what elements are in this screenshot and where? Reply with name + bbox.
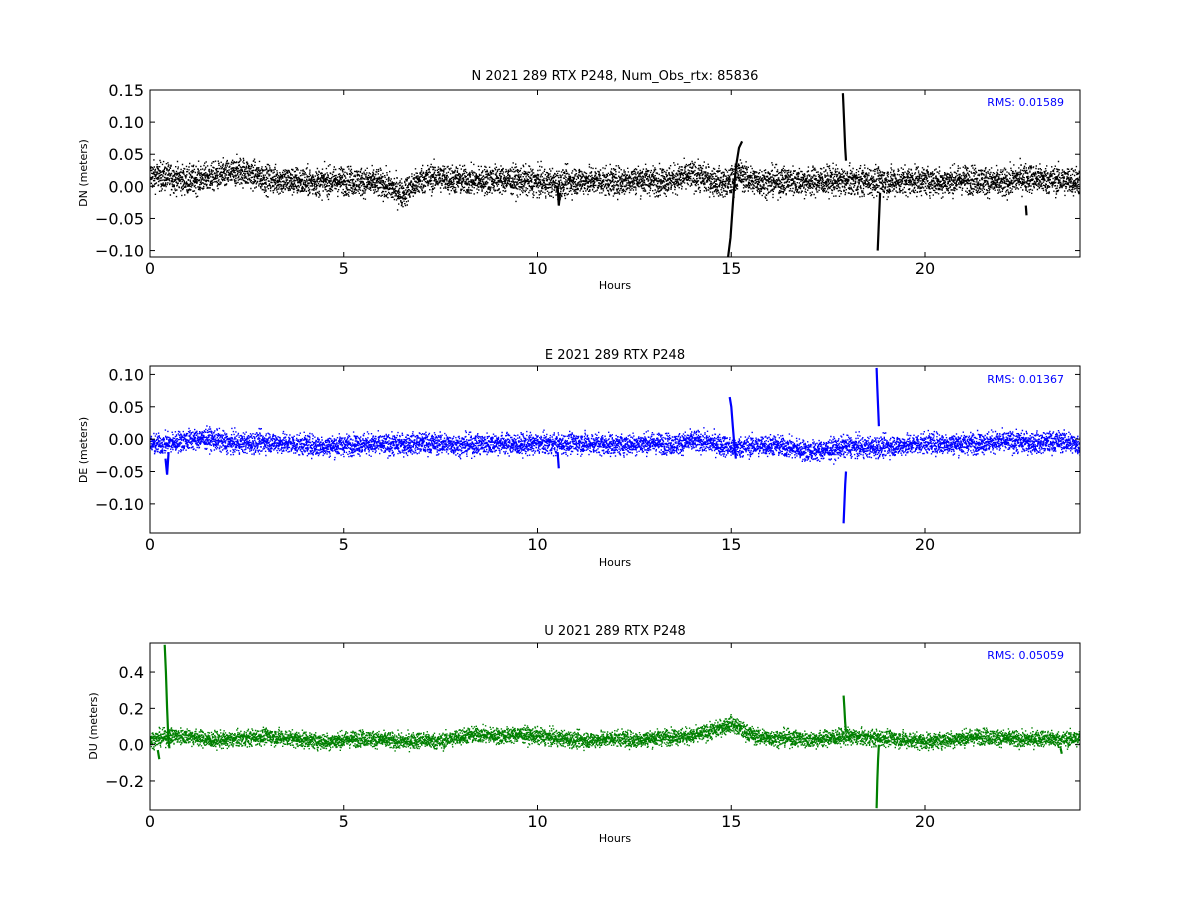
north-x-tick-label: 20 xyxy=(915,259,935,278)
north-y-tick-label: 0.00 xyxy=(108,177,144,196)
east-title: E 2021 289 RTX P248 xyxy=(545,348,685,363)
up-x-tick-label: 0 xyxy=(145,812,155,831)
east-y-tick-label: −0.10 xyxy=(95,495,144,514)
east-x-tick-label: 5 xyxy=(339,535,349,554)
up-y-tick-label: −0.2 xyxy=(105,772,144,791)
up-title: U 2021 289 RTX P248 xyxy=(544,624,686,639)
east-panel: E 2021 289 RTX P248 0 5 10 15 20 −0.10 −0.05 0.… xyxy=(77,348,1081,569)
east-x-tick-label: 10 xyxy=(527,535,547,554)
east-x-tick-label: 15 xyxy=(721,535,741,554)
north-panel: N 2021 289 RTX P248, Num_Obs_rtx: 85836 … xyxy=(77,69,1081,292)
north-x-tick-label: 15 xyxy=(721,259,741,278)
north-residual-points xyxy=(150,153,1080,211)
east-y-axis-title: DE (meters) xyxy=(77,417,90,483)
east-rms-annotation: RMS: 0.01367 xyxy=(987,373,1064,386)
up-x-tick-label: 10 xyxy=(527,812,547,831)
north-ticks: 0 5 10 15 20 −0.10 −0.05 0.00 0.05 0.10 0.15 xyxy=(95,81,1080,278)
north-spike-1 xyxy=(727,140,744,257)
east-axes-frame xyxy=(149,365,1081,534)
up-ticks: 0 5 10 15 20 −0.2 0.0 0.2 0.4 xyxy=(105,643,1080,831)
east-y-tick-label: 0.05 xyxy=(108,398,144,417)
up-residual-points xyxy=(150,714,1080,753)
north-title: N 2021 289 RTX P248, Num_Obs_rtx: 85836 xyxy=(472,69,759,84)
up-y-tick-label: 0.0 xyxy=(119,736,144,755)
east-y-tick-label: −0.05 xyxy=(95,463,144,482)
north-spike-3 xyxy=(876,192,882,251)
north-rms-annotation: RMS: 0.01589 xyxy=(987,96,1064,109)
north-y-tick-label: −0.10 xyxy=(95,242,144,261)
north-axes-frame xyxy=(149,89,1081,258)
east-x-tick-label: 20 xyxy=(915,535,935,554)
east-spike-4 xyxy=(164,452,170,475)
east-plot-area xyxy=(150,367,1080,524)
up-panel: U 2021 289 RTX P248 0 5 10 15 20 −0.2 0.0 0.2 0.… xyxy=(87,624,1081,845)
north-y-tick-label: −0.05 xyxy=(95,209,144,228)
east-spike-5 xyxy=(556,452,560,469)
north-spike-2 xyxy=(841,93,848,161)
up-y-tick-label: 0.2 xyxy=(119,699,144,718)
up-plot-area xyxy=(150,644,1080,809)
north-x-tick-label: 5 xyxy=(339,259,349,278)
east-x-tick-label: 0 xyxy=(145,535,155,554)
up-spike-1 xyxy=(163,644,171,749)
north-spike-4 xyxy=(556,186,562,206)
up-spike-5 xyxy=(1059,748,1063,754)
north-y-tick-label: 0.15 xyxy=(108,81,144,100)
up-spike-4 xyxy=(156,749,161,760)
up-x-tick-label: 20 xyxy=(915,812,935,831)
north-x-tick-label: 10 xyxy=(527,259,547,278)
up-y-axis-title: DU (meters) xyxy=(87,692,100,759)
up-spike-3 xyxy=(875,744,880,809)
up-axes-frame xyxy=(149,642,1081,811)
east-spike-1 xyxy=(728,396,737,459)
north-x-axis-title: Hours xyxy=(599,279,631,292)
up-x-tick-label: 5 xyxy=(339,812,349,831)
up-y-tick-label: 0.4 xyxy=(119,663,144,682)
north-y-tick-label: 0.05 xyxy=(108,145,144,164)
east-y-tick-label: 0.10 xyxy=(108,365,144,384)
north-spike-5 xyxy=(1024,205,1028,216)
north-y-tick-label: 0.10 xyxy=(108,113,144,132)
east-ticks: 0 5 10 15 20 −0.10 −0.05 0.00 0.05 0.10 xyxy=(95,365,1080,554)
up-spike-2 xyxy=(842,695,848,732)
east-spike-3 xyxy=(875,367,880,427)
north-x-tick-label: 0 xyxy=(145,259,155,278)
up-x-axis-title: Hours xyxy=(599,832,631,845)
north-plot-area xyxy=(150,93,1080,257)
up-rms-annotation: RMS: 0.05059 xyxy=(987,649,1064,662)
east-spike-2 xyxy=(842,471,848,524)
north-y-axis-title: DN (meters) xyxy=(77,139,90,207)
east-residual-points xyxy=(150,425,1080,465)
up-x-tick-label: 15 xyxy=(721,812,741,831)
east-x-axis-title: Hours xyxy=(599,556,631,569)
east-y-tick-label: 0.00 xyxy=(108,430,144,449)
